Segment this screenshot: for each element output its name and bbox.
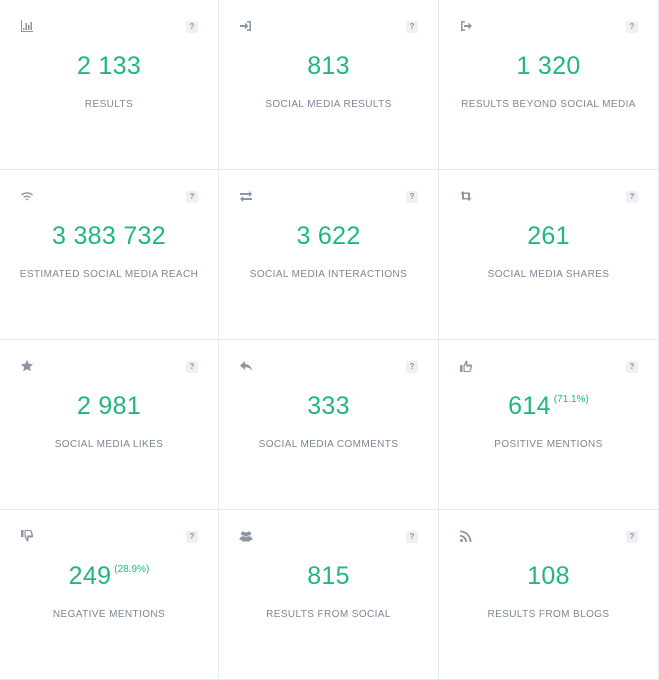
- stat-value: 2 981: [76, 392, 142, 420]
- help-button[interactable]: ?: [626, 191, 638, 203]
- reply-icon: [239, 359, 253, 373]
- stat-value: 614: [508, 392, 551, 420]
- stat-value-row: 614 (71.1%): [439, 392, 658, 421]
- stat-card-estimated-reach: ? 3 383 732 ESTIMATED SOCIAL MEDIA REACH: [0, 170, 219, 340]
- stat-card-social-media-interactions: ? 3 622 SOCIAL MEDIA INTERACTIONS: [219, 170, 439, 340]
- stat-value: 333: [307, 392, 350, 420]
- stat-label: RESULTS FROM BLOGS: [487, 609, 610, 620]
- stat-card-results-from-blogs: ? 108 RESULTS FROM BLOGS: [439, 510, 659, 680]
- help-button[interactable]: ?: [406, 21, 418, 33]
- help-button[interactable]: ?: [406, 531, 418, 543]
- help-button[interactable]: ?: [186, 191, 198, 203]
- rss-icon: [459, 529, 473, 543]
- help-button[interactable]: ?: [406, 361, 418, 373]
- stat-label: ESTIMATED SOCIAL MEDIA REACH: [19, 269, 199, 280]
- sign-out-icon: [459, 19, 473, 33]
- thumbs-down-icon: [20, 529, 34, 543]
- stat-card-results: ? 2 133 RESULTS: [0, 0, 219, 170]
- stat-label: SOCIAL MEDIA LIKES: [54, 439, 164, 450]
- stat-card-negative-mentions: ? 249 (28.9%) NEGATIVE MENTIONS: [0, 510, 219, 680]
- stat-value: 2 133: [76, 52, 142, 80]
- stat-card-social-media-results: ? 813 SOCIAL MEDIA RESULTS: [219, 0, 439, 170]
- stat-value-row: 333: [219, 392, 438, 421]
- exchange-icon: [239, 189, 253, 203]
- stat-value: 815: [307, 562, 350, 590]
- help-button[interactable]: ?: [626, 531, 638, 543]
- stat-value: 1 320: [516, 52, 581, 80]
- stat-label: SOCIAL MEDIA SHARES: [487, 269, 610, 280]
- stat-card-results-beyond-social-media: ? 1 320 RESULTS BEYOND SOCIAL MEDIA: [439, 0, 659, 170]
- stat-value-row: 3 383 732: [0, 222, 218, 251]
- help-button[interactable]: ?: [406, 191, 418, 203]
- sign-in-icon: [239, 19, 253, 33]
- stat-value: 249: [68, 562, 112, 590]
- users-icon: [239, 529, 253, 543]
- stat-label: RESULTS BEYOND SOCIAL MEDIA: [461, 99, 636, 110]
- star-icon: [20, 359, 34, 373]
- retweet-icon: [459, 189, 473, 203]
- bar-chart-icon: [20, 19, 34, 33]
- stat-label: RESULTS FROM SOCIAL: [266, 609, 391, 620]
- help-button[interactable]: ?: [626, 21, 638, 33]
- stat-card-social-media-shares: ? 261 SOCIAL MEDIA SHARES: [439, 170, 659, 340]
- stat-percent: (71.1%): [553, 394, 589, 405]
- help-button[interactable]: ?: [186, 21, 198, 33]
- help-button[interactable]: ?: [186, 361, 198, 373]
- stat-value-row: 815: [219, 562, 438, 591]
- stat-label: SOCIAL MEDIA RESULTS: [265, 99, 392, 110]
- stat-card-social-media-likes: ? 2 981 SOCIAL MEDIA LIKES: [0, 340, 219, 510]
- stat-card-positive-mentions: ? 614 (71.1%) POSITIVE MENTIONS: [439, 340, 659, 510]
- stat-label: SOCIAL MEDIA INTERACTIONS: [249, 269, 408, 280]
- stat-value: 261: [527, 222, 570, 250]
- help-button[interactable]: ?: [626, 361, 638, 373]
- stat-value-row: 108: [439, 562, 658, 591]
- stat-value-row: 813: [219, 52, 438, 81]
- stat-card-results-from-social: ? 815 RESULTS FROM SOCIAL: [219, 510, 439, 680]
- stat-value-row: 3 622: [219, 222, 438, 251]
- stat-value-row: 249 (28.9%): [0, 562, 218, 591]
- stat-percent: (28.9%): [114, 564, 150, 575]
- stat-value: 108: [527, 562, 570, 590]
- stat-value: 3 622: [296, 222, 361, 250]
- stat-value-row: 1 320: [439, 52, 658, 81]
- thumbs-up-icon: [459, 359, 473, 373]
- stat-value: 3 383 732: [52, 222, 166, 250]
- stat-label: SOCIAL MEDIA COMMENTS: [258, 439, 399, 450]
- stat-value: 813: [307, 52, 350, 80]
- stat-value-row: 261: [439, 222, 658, 251]
- wifi-icon: [20, 189, 34, 203]
- stat-label: POSITIVE MENTIONS: [494, 439, 603, 450]
- stat-card-social-media-comments: ? 333 SOCIAL MEDIA COMMENTS: [219, 340, 439, 510]
- stat-value-row: 2 133: [0, 52, 218, 81]
- stat-label: RESULTS: [84, 99, 134, 110]
- stat-value-row: 2 981: [0, 392, 218, 421]
- help-button[interactable]: ?: [186, 531, 198, 543]
- stat-label: NEGATIVE MENTIONS: [52, 609, 166, 620]
